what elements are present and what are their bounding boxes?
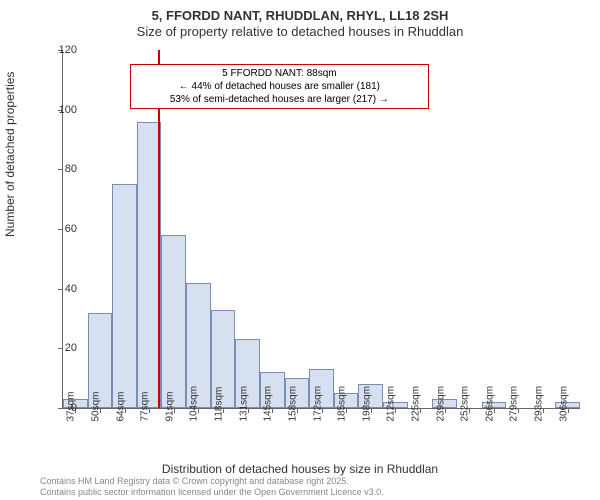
y-tick [58,289,63,290]
footer-line1: Contains HM Land Registry data © Crown c… [40,476,384,487]
chart-title-line2: Size of property relative to detached ho… [0,24,600,39]
chart-title-line1: 5, FFORDD NANT, RHUDDLAN, RHYL, LL18 2SH [0,8,600,23]
histogram-bar [112,184,137,408]
y-tick-label: 100 [59,104,77,116]
y-tick-label: 20 [65,342,77,354]
footer-line2: Contains public sector information licen… [40,487,384,498]
chart-container: 5, FFORDD NANT, RHUDDLAN, RHYL, LL18 2SH… [0,0,600,500]
y-tick-label: 40 [65,283,77,295]
footer-attribution: Contains HM Land Registry data © Crown c… [40,476,384,498]
callout-line: ← 44% of detached houses are smaller (18… [137,80,421,93]
y-tick [58,229,63,230]
callout-box: 5 FFORDD NANT: 88sqm← 44% of detached ho… [130,64,428,109]
y-axis-title: Number of detached properties [3,72,17,237]
callout-line: 5 FFORDD NANT: 88sqm [137,67,421,80]
y-tick [58,169,63,170]
x-axis-title: Distribution of detached houses by size … [0,462,600,476]
histogram-bar [161,235,186,408]
y-tick-label: 60 [65,223,77,235]
plot-area: 5 FFORDD NANT: 88sqm← 44% of detached ho… [62,50,580,409]
y-tick [58,348,63,349]
y-tick-label: 120 [59,44,77,56]
y-tick [58,408,63,409]
callout-line: 53% of semi-detached houses are larger (… [137,93,421,106]
y-tick-label: 80 [65,163,77,175]
